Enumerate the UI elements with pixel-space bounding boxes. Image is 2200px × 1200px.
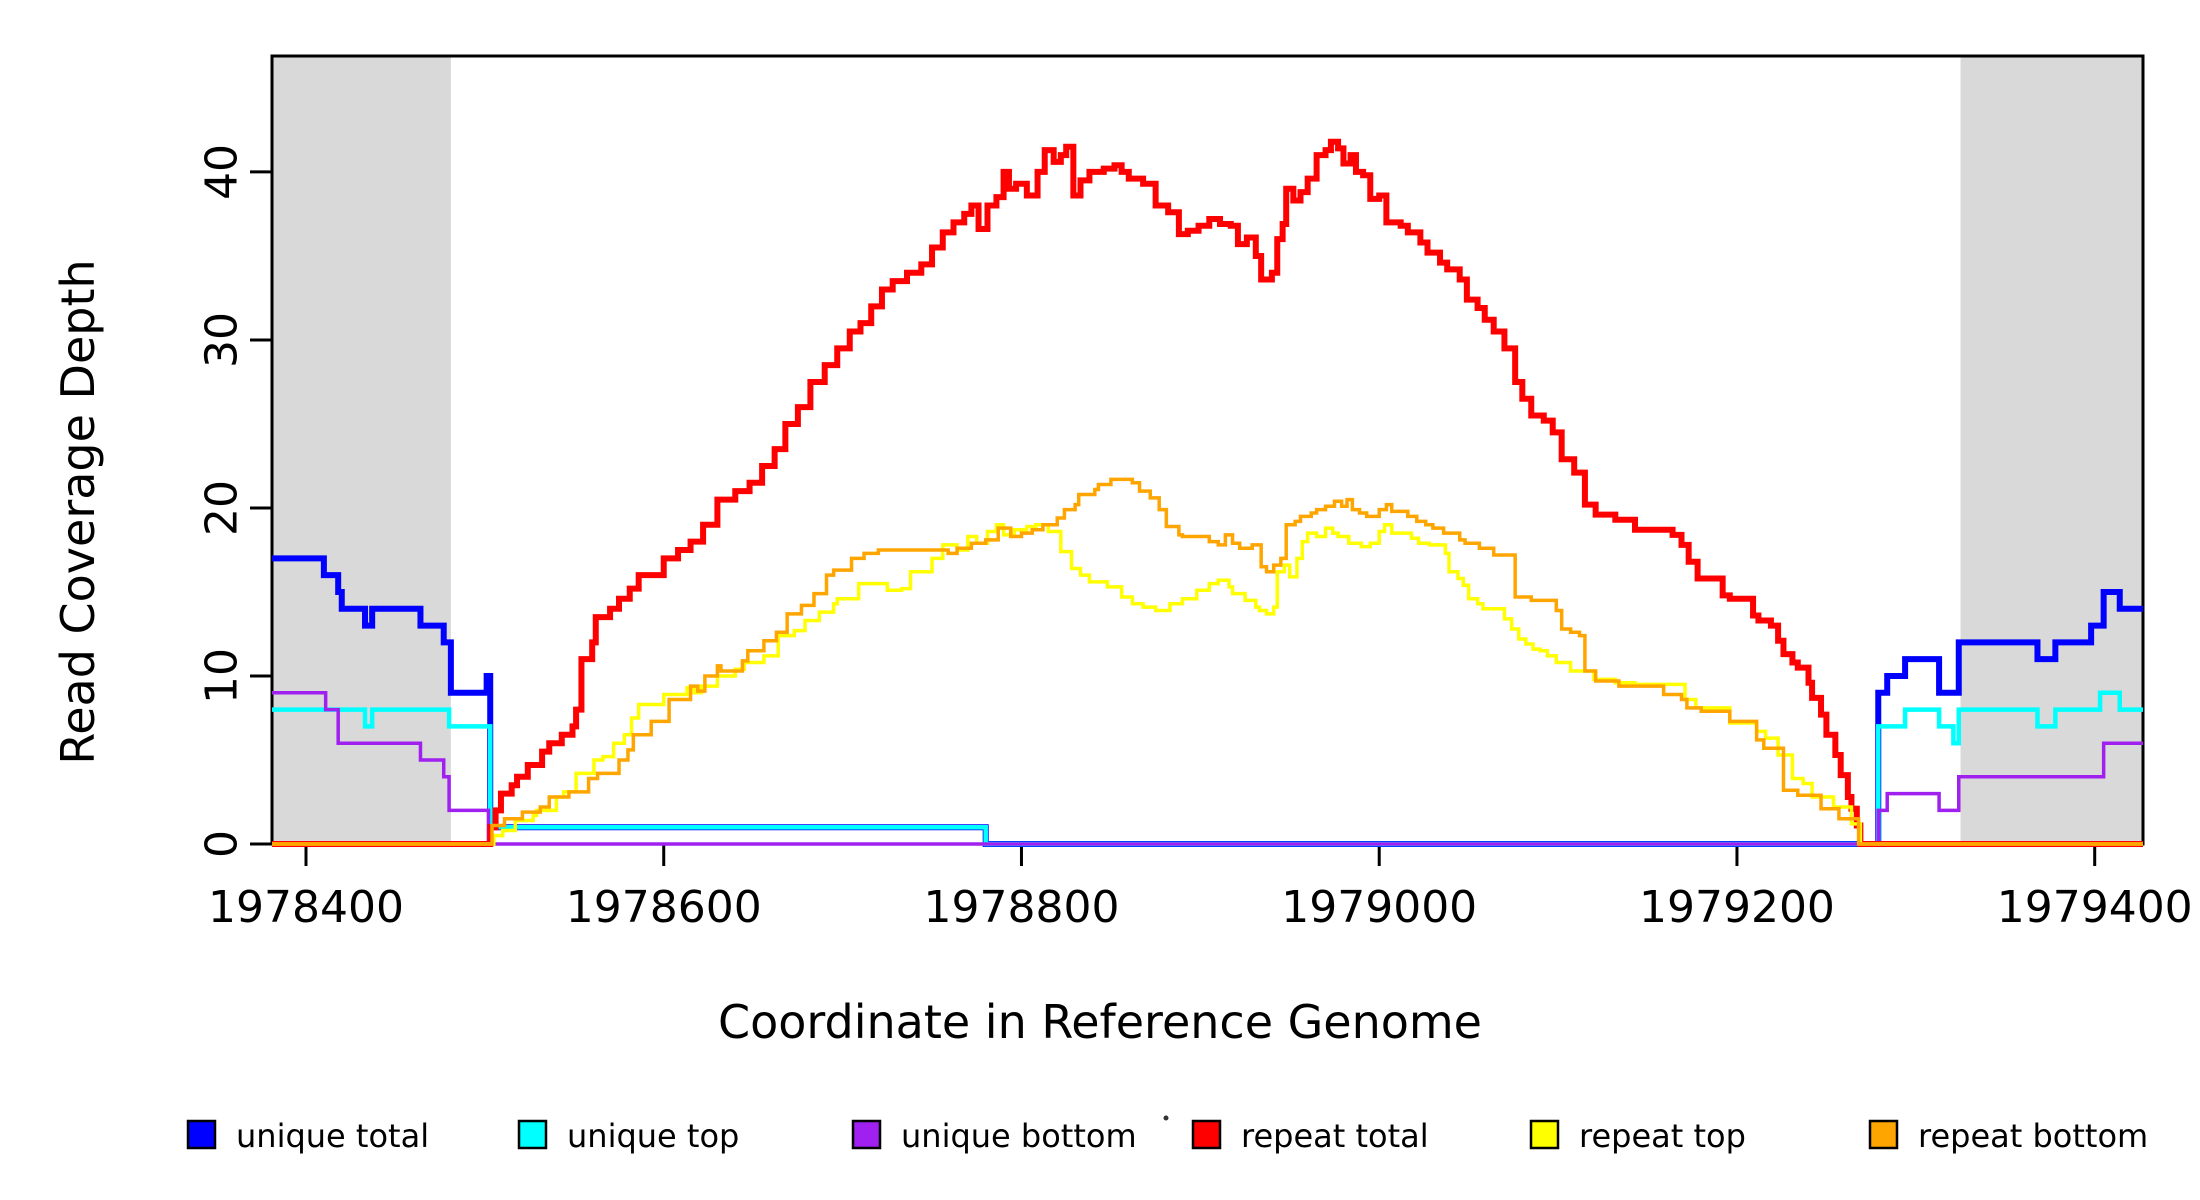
legend: unique total unique top unique bottom repea…	[186, 1117, 2148, 1155]
legend-label-unique-top: unique top	[567, 1117, 739, 1155]
legend-swatch-unique-top	[517, 1119, 548, 1150]
legend-label-repeat-bottom: repeat bottom	[1918, 1117, 2148, 1155]
legend-swatch-unique-bottom	[851, 1119, 882, 1150]
x-tick-label: 1979200	[1639, 882, 1835, 933]
left-gray-band	[272, 56, 451, 844]
series-line-unique-bottom	[272, 691, 2143, 846]
x-tick-label: 1978600	[566, 882, 762, 933]
legend-swatch-unique-total	[186, 1119, 217, 1150]
x-axis-title: Coordinate in Reference Genome	[718, 995, 1482, 1049]
legend-swatch-repeat-top	[1529, 1119, 1560, 1150]
x-tick-label: 1978800	[923, 882, 1119, 933]
series-line-unique-top	[272, 690, 2143, 847]
legend-label-unique-bottom: unique bottom	[901, 1117, 1137, 1155]
x-tick-label: 1979400	[1997, 882, 2193, 933]
legend-swatch-repeat-bottom	[1868, 1119, 1899, 1150]
series-line-repeat-top	[272, 523, 2143, 846]
series-lines	[272, 138, 2143, 847]
y-tick-label: 10	[197, 648, 248, 704]
y-axis: 0 10 20 30 40	[197, 144, 272, 858]
y-axis-title: Read Coverage Depth	[51, 259, 105, 765]
legend-swatch-repeat-total	[1191, 1119, 1222, 1150]
x-tick-label: 1979000	[1281, 882, 1477, 933]
right-gray-band	[1960, 56, 2143, 844]
x-tick-label: 1978400	[208, 882, 404, 933]
y-tick-label: 40	[197, 144, 248, 200]
shaded-regions	[272, 56, 2143, 844]
x-axis: 1978400 1978600 1978800 1979000 1979200 19794…	[208, 844, 2193, 933]
legend-stray-dot	[1163, 1115, 1169, 1121]
annotations	[1163, 1115, 1169, 1121]
series-line-unique-total	[272, 555, 2143, 847]
y-tick-label: 30	[197, 312, 248, 368]
plot-border	[270, 54, 2145, 846]
y-tick-label: 20	[197, 480, 248, 536]
legend-label-unique-total: unique total	[236, 1117, 429, 1155]
legend-label-repeat-top: repeat top	[1579, 1117, 1746, 1155]
y-tick-label: 0	[197, 830, 248, 858]
plot-box	[270, 54, 2145, 846]
series-line-repeat-bottom	[272, 477, 2143, 846]
legend-label-repeat-total: repeat total	[1241, 1117, 1429, 1155]
series-line-repeat-total	[272, 138, 2143, 847]
